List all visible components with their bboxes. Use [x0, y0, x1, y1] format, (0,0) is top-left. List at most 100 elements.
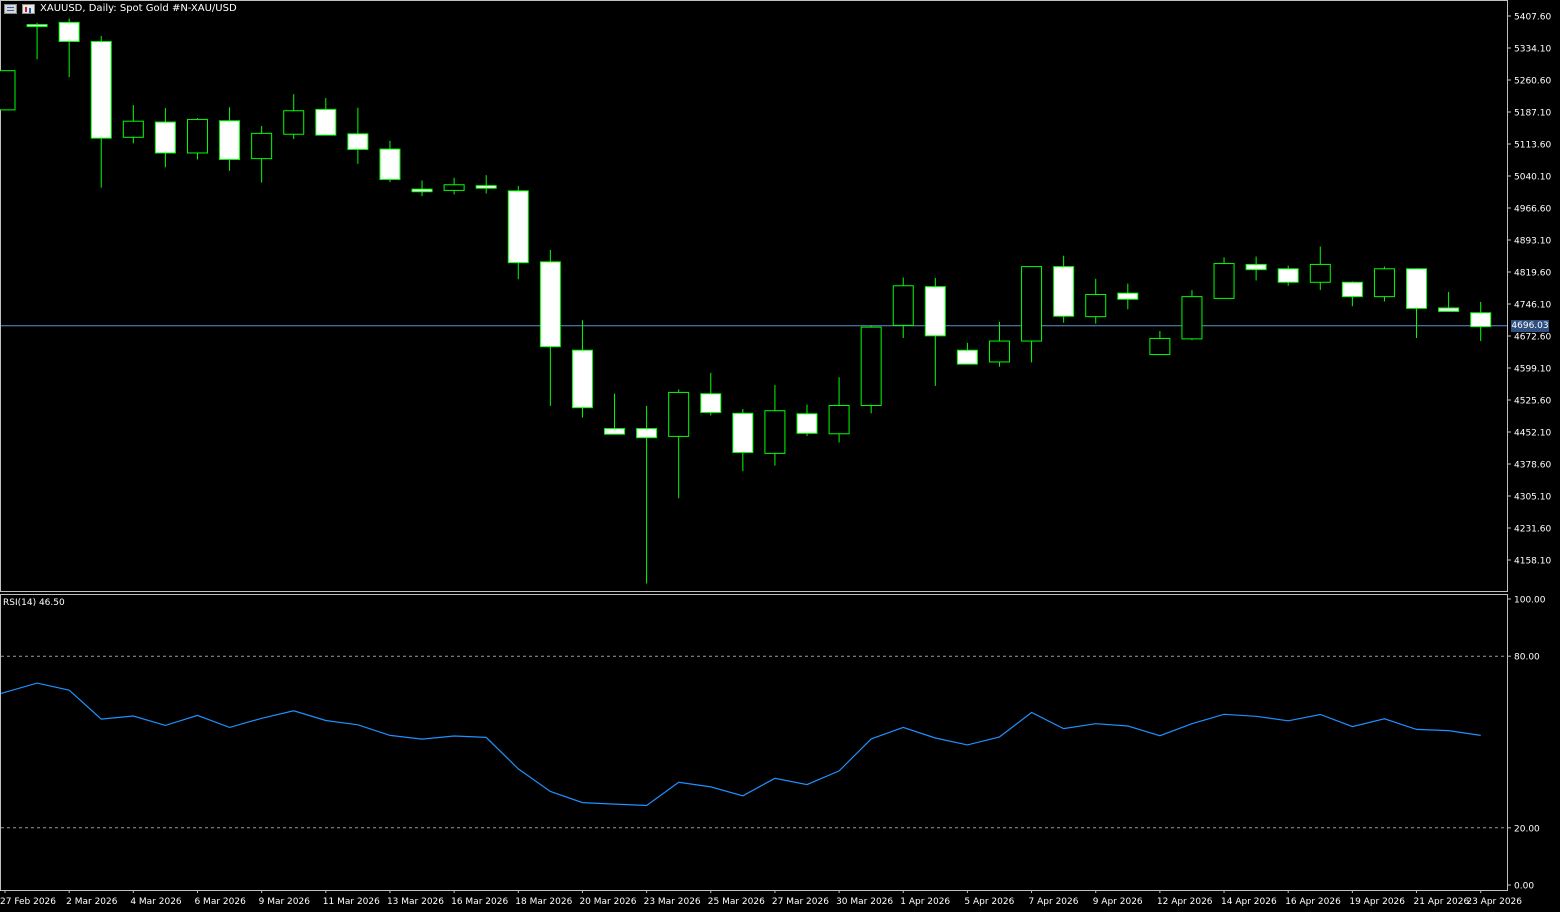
time-axis-label: 19 Apr 2026 [1349, 897, 1405, 907]
candle-body [1181, 296, 1203, 340]
candle [475, 175, 497, 194]
time-axis-label: 9 Apr 2026 [1093, 897, 1143, 907]
candle-body [539, 261, 561, 348]
time-axis-label: 2 Mar 2026 [66, 897, 118, 907]
price-axis-label: 5260.60 [1514, 77, 1551, 87]
candle-body [1117, 292, 1139, 300]
rsi-axis: 100.00 80.00 20.00 0.00 [1, 596, 1546, 892]
candle [956, 342, 978, 365]
time-axis-label: 7 Apr 2026 [1029, 897, 1079, 907]
candle [1406, 268, 1428, 339]
candle [1053, 255, 1075, 323]
candle-body [924, 286, 946, 337]
candle-body [860, 326, 882, 406]
time-axis-label: 23 Mar 2026 [644, 897, 701, 907]
candlestick-series[interactable] [0, 18, 1492, 584]
candle-body [507, 190, 529, 264]
time-axis-label: 4 Mar 2026 [130, 897, 182, 907]
candle [1245, 256, 1267, 281]
price-axis-label: 4672.60 [1514, 333, 1551, 343]
candle-body [956, 349, 978, 365]
candle-body [700, 393, 722, 413]
rsi-line [0, 682, 1481, 807]
candle-body [26, 24, 48, 28]
rsi-axis-label: 80.00 [1514, 653, 1540, 663]
candle [571, 320, 593, 418]
chart-type-icon[interactable] [22, 3, 35, 14]
candle-body [1406, 268, 1428, 309]
candle [1149, 331, 1171, 356]
price-axis-label: 4819.60 [1514, 269, 1551, 279]
candle-body [764, 410, 786, 454]
time-axis-label: 1 Apr 2026 [900, 897, 950, 907]
candle-body [796, 413, 818, 434]
price-axis: 5407.60 5334.10 5260.60 5187.10 5113.60 5040.… [1, 13, 1551, 567]
candle-body [1053, 266, 1075, 317]
candle-body [1213, 263, 1235, 299]
candle [539, 250, 561, 406]
menu-icon[interactable] [4, 3, 17, 14]
time-axis-label: 6 Mar 2026 [194, 897, 246, 907]
candle-body [475, 185, 497, 189]
time-axis-label: 27 Feb 2026 [0, 897, 56, 907]
candle [154, 108, 176, 168]
candle-body [379, 148, 401, 181]
time-axis-label: 25 Mar 2026 [708, 897, 765, 907]
candle-body [315, 108, 337, 136]
candle [411, 180, 433, 197]
price-axis-label: 4746.10 [1514, 301, 1551, 311]
price-axis-label: 4893.10 [1514, 237, 1551, 247]
candle-body [1470, 312, 1492, 328]
rsi-axis-label: 20.00 [1514, 824, 1540, 834]
chart-title-bar: XAUUSD, Daily: Spot Gold #N-XAU/USD [4, 3, 237, 14]
candle-body [668, 391, 690, 437]
candle [1373, 266, 1395, 302]
candle [1438, 291, 1460, 312]
candle-body [1021, 266, 1043, 342]
candle-body [1277, 268, 1299, 283]
candle-body [347, 133, 369, 150]
candle [700, 372, 722, 416]
candle [1085, 278, 1107, 324]
candle-body [828, 404, 850, 435]
price-axis-label: 4966.60 [1514, 205, 1551, 215]
candle [892, 277, 914, 339]
time-axis-label: 16 Mar 2026 [451, 897, 508, 907]
candle [219, 107, 241, 171]
candle-body [1373, 268, 1395, 298]
candle-body [604, 428, 626, 435]
candle [796, 404, 818, 436]
price-axis-label: 4231.60 [1514, 525, 1551, 535]
price-axis-label: 5187.10 [1514, 109, 1551, 119]
candle-body [1149, 337, 1171, 356]
candle-body [1245, 263, 1267, 271]
rsi-pane-frame [0, 594, 1508, 891]
time-axis-label: 12 Apr 2026 [1157, 897, 1213, 907]
candle [732, 408, 754, 472]
symbol-label: XAUUSD, Daily: Spot Gold #N-XAU/USD [40, 3, 237, 14]
candle-body [0, 70, 16, 111]
candle [1309, 246, 1331, 291]
candle [251, 125, 273, 183]
candle [0, 70, 16, 111]
time-axis-label: 30 Mar 2026 [836, 897, 893, 907]
current-price-tag: 4696.03 [1511, 319, 1549, 332]
chart-frames [0, 0, 1508, 891]
rsi-axis-label: 100.00 [1514, 596, 1546, 606]
rsi-series[interactable] [0, 682, 1481, 807]
time-axis-label: 14 Apr 2026 [1221, 897, 1277, 907]
time-axis-label: 18 Mar 2026 [515, 897, 572, 907]
time-axis-label: 9 Mar 2026 [259, 897, 311, 907]
candle [283, 94, 305, 140]
candle-body [571, 349, 593, 409]
candle-body [1341, 281, 1363, 298]
candle-body [58, 21, 80, 43]
candle [1341, 281, 1363, 307]
price-axis-label: 5407.60 [1514, 13, 1551, 23]
time-axis-label: 27 Mar 2026 [772, 897, 829, 907]
price-axis-label: 5113.60 [1514, 141, 1551, 151]
candle [1213, 257, 1235, 299]
candle [122, 105, 144, 144]
candle [347, 107, 369, 164]
price-axis-label: 4599.10 [1514, 365, 1551, 375]
